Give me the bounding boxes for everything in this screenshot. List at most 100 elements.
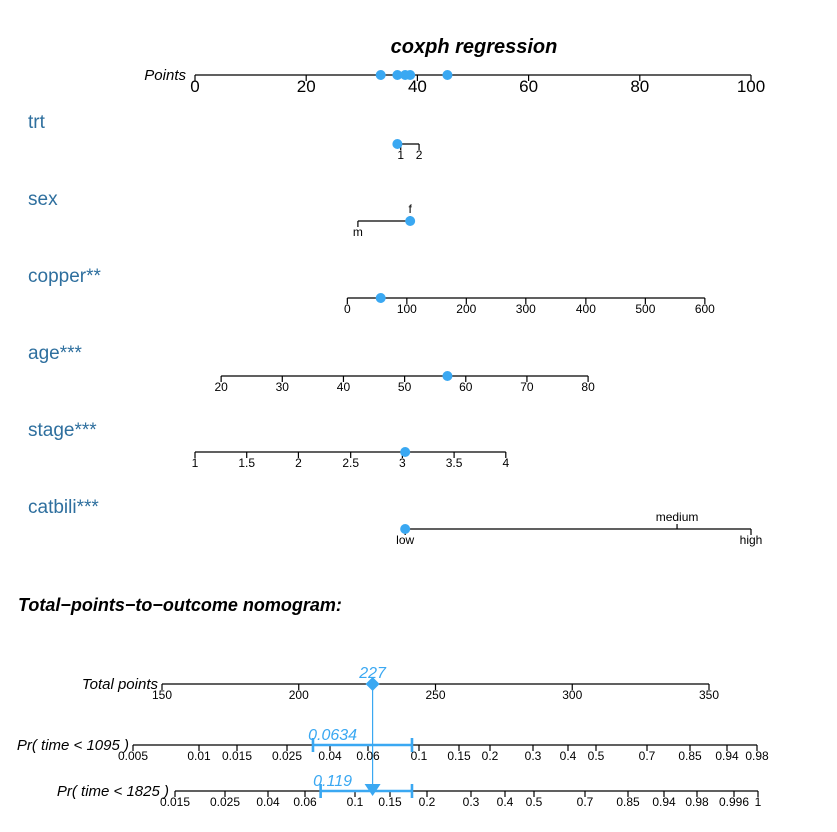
variable-label: catbili*** (28, 497, 99, 518)
outcome-axis-2: Pr( time < 1825 )0.015 0.025 0.04 0.06 0.1 0.… (57, 773, 762, 809)
outcome-axis-title: Pr( time < 1095 ) (17, 737, 129, 754)
variable-tick-label: 3 (399, 456, 406, 470)
variable-tick-label: 60 (459, 380, 473, 394)
points-observation-dot (405, 70, 416, 80)
outcome-tick-label: 0.7 (639, 749, 656, 763)
outcome-tick-label: 0.94 (652, 795, 676, 809)
outcome-tick-label: 0.85 (616, 795, 640, 809)
total-points-tick-label: 200 (289, 688, 309, 702)
total-points-tick-label: 250 (425, 688, 445, 702)
outcome-tick-label: 0.025 (210, 795, 240, 809)
variable-value-dot (442, 371, 453, 381)
variable-catbili: catbili*** low medium high (28, 497, 762, 547)
variable-value-dot (405, 216, 416, 226)
points-observation-dot (375, 70, 386, 80)
outcome-tick-label: 0.04 (256, 795, 280, 809)
outcome-tick-label: 0.04 (318, 749, 342, 763)
variable-tick-label: 70 (520, 380, 534, 394)
points-tick-label: 60 (519, 77, 538, 96)
outcome-tick-label: 0.06 (356, 749, 380, 763)
variable-value-dot (400, 524, 411, 534)
variable-label: trt (28, 112, 46, 133)
variable-tick-label: 200 (456, 302, 476, 316)
outcome-tick-label: 0.94 (715, 749, 739, 763)
chart-title: coxph regression (391, 36, 558, 58)
variable-tick-label: 0 (344, 302, 351, 316)
variable-value-dot (392, 139, 403, 149)
variable-tick-label: 40 (337, 380, 351, 394)
variable-tick-label: 80 (581, 380, 595, 394)
outcome-tick-label: 0.3 (525, 749, 542, 763)
outcome-axis-title: Pr( time < 1825 ) (57, 783, 169, 800)
outcome-tick-label: 0.025 (272, 749, 302, 763)
variable-tick-label: 20 (214, 380, 228, 394)
outcome-tick-label: 0.98 (745, 749, 769, 763)
outcome-tick-label: 1 (755, 795, 762, 809)
points-observation-dot (392, 70, 403, 80)
outcome-tick-label: 0.005 (118, 749, 148, 763)
variable-tick-label: 2 (295, 456, 302, 470)
outcome-tick-label: 0.98 (685, 795, 709, 809)
variable-tick-label: 3.5 (446, 456, 463, 470)
variable-stage: stage*** 1 1.5 2 2.5 3 3.5 4 (28, 420, 509, 470)
outcome-tick-label: 0.15 (378, 795, 402, 809)
outcome-tick-label: 0.06 (293, 795, 317, 809)
outcome-tick-label: 0.5 (526, 795, 543, 809)
total-points-value-label: 227 (358, 665, 387, 682)
outcome-estimate-label: 0.119 (313, 773, 352, 790)
variable-tick-label: 100 (397, 302, 417, 316)
variable-tick-label: 50 (398, 380, 412, 394)
points-tick-label: 0 (190, 77, 199, 96)
outcome-tick-label: 0.4 (497, 795, 514, 809)
variable-value-dot (375, 293, 386, 303)
variable-tick-label: 4 (502, 456, 509, 470)
variable-tick-label: 400 (576, 302, 596, 316)
outcome-axes: Pr( time < 1095 )0.005 0.01 0.015 0.025 0.04… (17, 727, 769, 809)
variable-label: copper** (28, 266, 101, 287)
points-tick-label: 80 (630, 77, 649, 96)
outcome-tick-label: 0.01 (187, 749, 211, 763)
total-points-diamond-marker (365, 677, 380, 691)
variable-tick-label: 30 (276, 380, 290, 394)
variable-tick-label: medium (656, 510, 699, 524)
points-tick-label: 20 (297, 77, 316, 96)
outcome-estimate-label: 0.0634 (308, 727, 357, 744)
outcome-tick-label: 0.1 (347, 795, 364, 809)
variable-tick-label: 1 (192, 456, 199, 470)
variable-label: stage*** (28, 420, 97, 441)
total-points-tick-label: 150 (152, 688, 172, 702)
variable-tick-label: 300 (516, 302, 536, 316)
outcome-tick-label: 0.7 (577, 795, 594, 809)
variable-age: age*** 20 30 40 50 60 70 80 (28, 343, 595, 394)
outcome-tick-label: 0.4 (560, 749, 577, 763)
outcome-tick-label: 0.2 (482, 749, 499, 763)
variable-tick-label: high (740, 533, 763, 547)
chart-subtitle: Total−points−to−outcome nomogram: (18, 595, 342, 615)
outcome-tick-label: 0.3 (463, 795, 480, 809)
variable-tick-label: low (396, 533, 414, 547)
points-tick-label: 40 (408, 77, 427, 96)
points-axis-title: Points (144, 67, 186, 84)
variable-trt: trt 1 2 (28, 112, 423, 162)
variable-tick-label: 1.5 (238, 456, 255, 470)
outcome-tick-label: 0.2 (419, 795, 436, 809)
outcome-tick-label: 0.1 (411, 749, 428, 763)
outcome-tick-label: 0.015 (222, 749, 252, 763)
outcome-tick-label: 0.015 (160, 795, 190, 809)
variable-tick-label: 2 (416, 148, 423, 162)
outcome-tick-label: 0.15 (447, 749, 471, 763)
variable-label: age*** (28, 343, 82, 364)
total-points-tick-label: 350 (699, 688, 719, 702)
total-points-axis-title: Total points (82, 676, 159, 693)
variable-value-dot (400, 447, 411, 457)
outcome-tick-label: 0.996 (719, 795, 749, 809)
outcome-tick-label: 0.85 (678, 749, 702, 763)
variable-tick-label: 500 (635, 302, 655, 316)
variable-tick-label: f (409, 202, 413, 216)
total-points-tick-label: 300 (562, 688, 582, 702)
variable-tick-label: 600 (695, 302, 715, 316)
variable-sex: sex m f (28, 189, 416, 239)
outcome-axis-1: Pr( time < 1095 )0.005 0.01 0.015 0.025 0.04… (17, 727, 769, 763)
